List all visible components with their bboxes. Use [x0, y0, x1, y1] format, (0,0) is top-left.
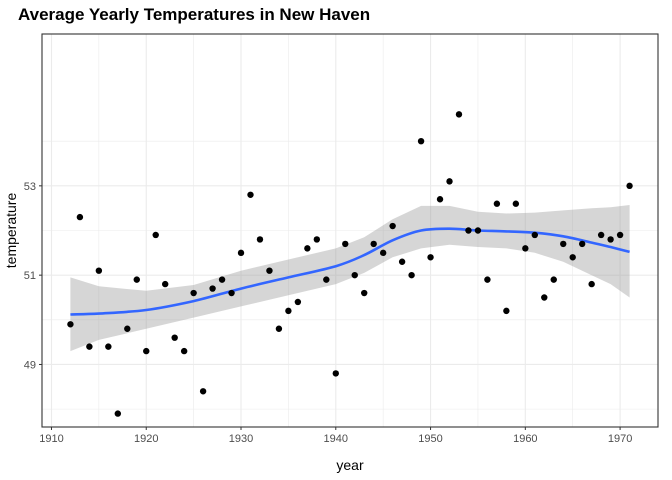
smooth-line — [70, 227, 630, 316]
data-point — [465, 227, 472, 234]
data-point — [351, 271, 358, 279]
data-point — [228, 289, 235, 297]
data-point — [578, 240, 586, 248]
data-point — [417, 137, 425, 145]
data-point — [114, 410, 122, 417]
data-point — [370, 240, 377, 248]
data-point — [597, 231, 605, 239]
y-axis-title: temperature — [3, 193, 19, 269]
x-tick-label: 1970 — [608, 433, 632, 445]
data-point — [190, 289, 197, 297]
data-point — [607, 236, 614, 243]
data-point — [180, 347, 188, 355]
data-point — [484, 276, 491, 283]
data-point — [143, 347, 150, 355]
panel-border — [41, 33, 659, 428]
data-point — [95, 267, 103, 274]
x-tick-label: 1920 — [134, 433, 158, 445]
data-point — [218, 276, 226, 283]
chart-title: Average Yearly Temperatures in New Haven — [18, 5, 371, 24]
data-point — [455, 111, 463, 118]
x-tick-label: 1950 — [418, 433, 442, 445]
data-point — [133, 276, 140, 283]
data-point — [446, 178, 453, 185]
data-point — [474, 227, 482, 234]
data-point — [266, 267, 273, 274]
axis-ticks: 1910 1920 1930 1940 1950 1960 1970 49 51 53 — [24, 181, 633, 445]
data-point — [389, 222, 396, 230]
data-point — [171, 334, 178, 341]
data-point — [162, 280, 169, 288]
grid — [42, 34, 658, 427]
data-point — [569, 254, 576, 261]
x-tick-label: 1930 — [229, 433, 253, 445]
data-point — [541, 294, 548, 301]
data-point — [152, 231, 159, 239]
data-point — [493, 200, 501, 207]
data-point — [616, 231, 624, 239]
data-point — [275, 325, 283, 332]
data-point — [285, 307, 292, 315]
data-point — [86, 343, 93, 350]
data-point — [209, 285, 216, 292]
data-point — [199, 388, 207, 395]
data-point — [512, 200, 520, 207]
y-tick-label: 49 — [24, 359, 36, 371]
data-point — [76, 213, 84, 221]
data-point — [427, 254, 434, 261]
data-point — [398, 258, 406, 265]
data-point — [237, 249, 245, 257]
data-point — [256, 236, 264, 243]
data-point — [503, 307, 510, 315]
x-axis-title: year — [336, 457, 364, 473]
y-tick-label: 53 — [24, 181, 36, 193]
data-point — [408, 271, 415, 279]
data-point — [436, 196, 444, 203]
data-points — [67, 111, 633, 417]
data-point — [67, 321, 74, 328]
data-point — [313, 236, 321, 243]
data-point — [560, 240, 567, 248]
data-point — [379, 249, 387, 257]
x-tick-label: 1940 — [324, 433, 348, 445]
y-tick-label: 51 — [24, 270, 36, 282]
data-point — [323, 276, 330, 283]
data-point — [304, 245, 311, 252]
data-point — [124, 325, 131, 332]
x-tick-label: 1960 — [513, 433, 537, 445]
data-point — [105, 343, 112, 350]
x-tick-label: 1910 — [39, 433, 63, 445]
data-point — [247, 191, 254, 198]
data-point — [361, 289, 368, 297]
data-point — [531, 231, 538, 239]
data-point — [342, 240, 349, 248]
data-point — [550, 276, 557, 283]
data-point — [522, 245, 529, 252]
data-point — [626, 182, 633, 190]
data-point — [588, 280, 595, 288]
data-point — [294, 298, 302, 306]
confidence-band — [70, 205, 630, 352]
data-point — [332, 370, 339, 377]
